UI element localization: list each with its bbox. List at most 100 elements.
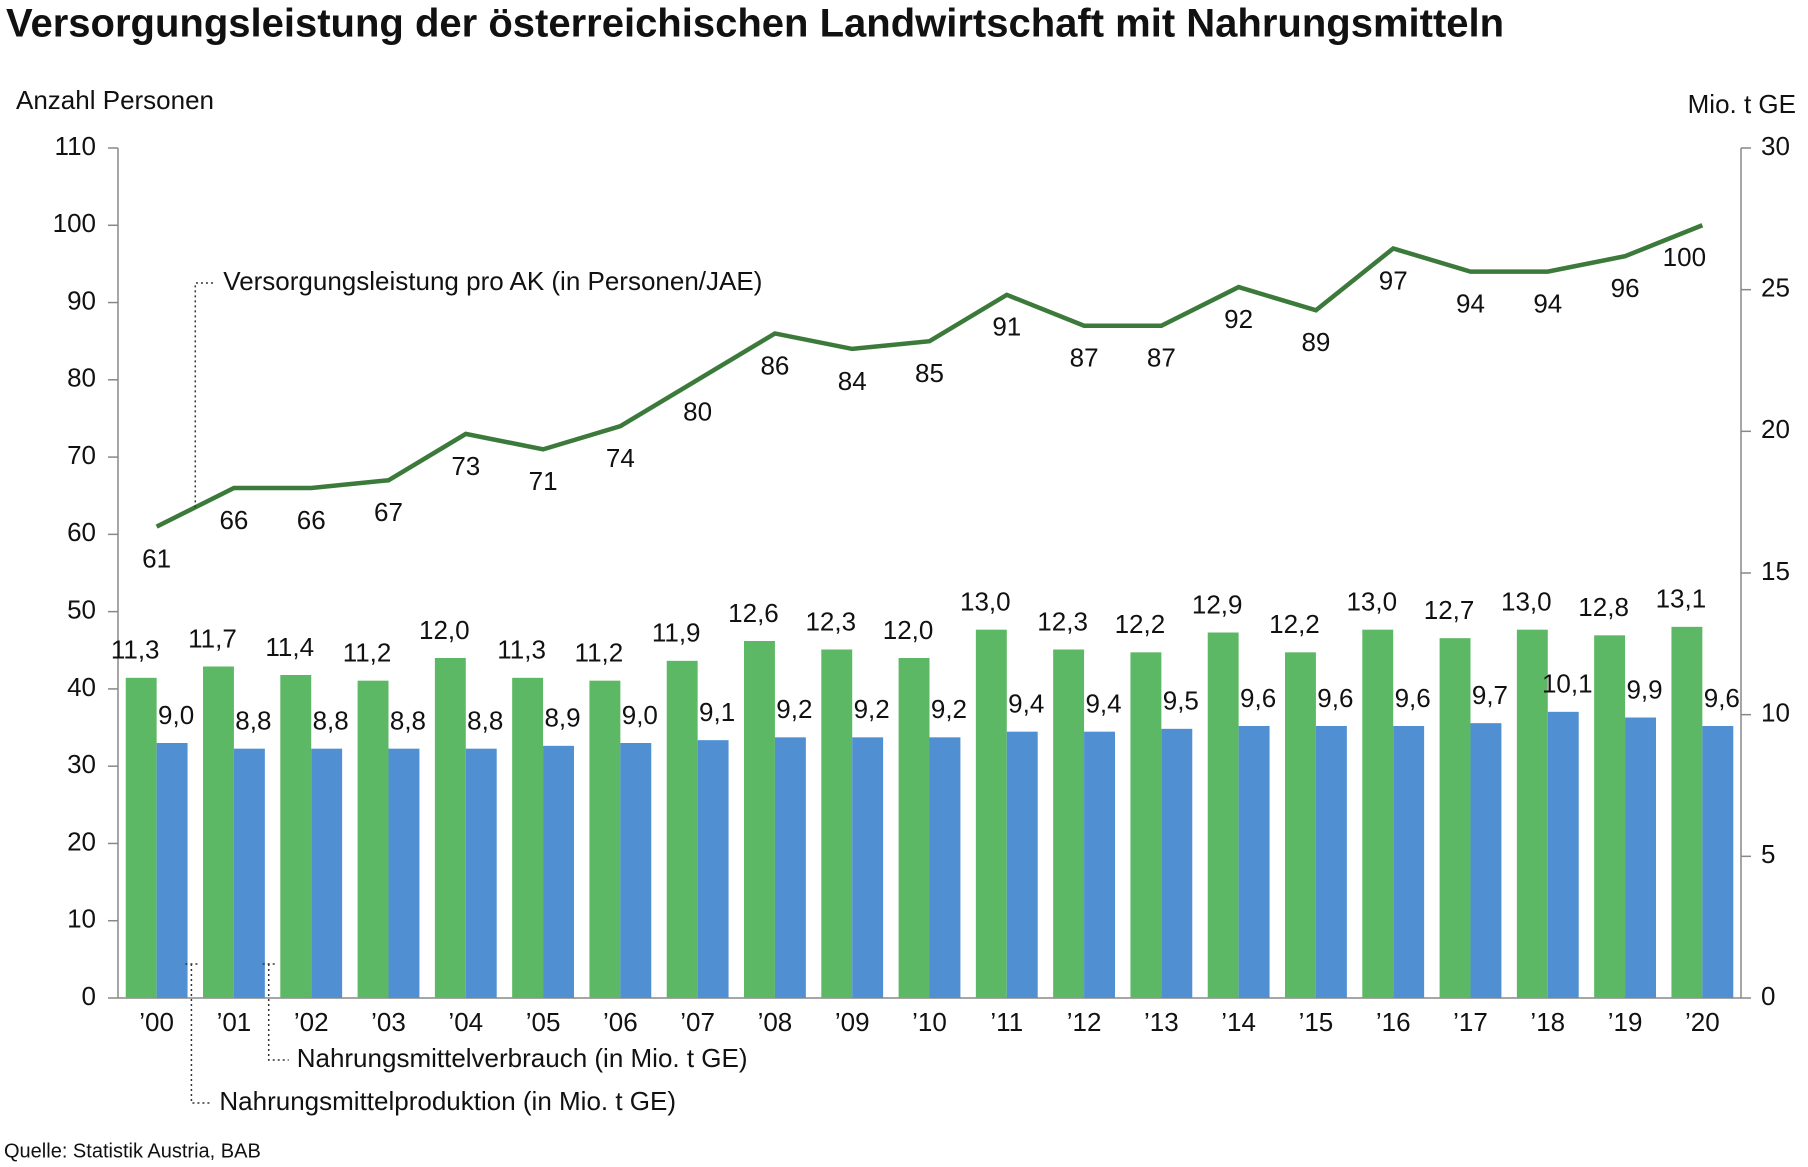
- bar: [203, 666, 234, 998]
- bar-value-label: 12,6: [728, 598, 779, 628]
- line-value-label: 87: [1147, 343, 1176, 373]
- line-value-label: 87: [1070, 343, 1099, 373]
- line-value-label: 67: [374, 497, 403, 527]
- bar-value-label: 11,7: [188, 623, 237, 653]
- bar: [1285, 652, 1316, 998]
- y2-tick-label: 5: [1761, 839, 1775, 869]
- y-axis-label: Anzahl Personen: [16, 85, 214, 115]
- y-tick-label: 100: [53, 208, 96, 238]
- bar: [1130, 652, 1162, 998]
- y2-tick-label: 0: [1761, 981, 1775, 1011]
- line-value-label: 91: [992, 312, 1021, 342]
- y-tick-label: 10: [67, 904, 96, 934]
- x-tick-label: ’03: [371, 1007, 406, 1037]
- bar: [1516, 629, 1548, 998]
- x-tick-label: ’00: [139, 1007, 174, 1037]
- line-value-label: 100: [1663, 242, 1706, 272]
- bar: [1161, 728, 1193, 998]
- bar: [388, 748, 420, 998]
- bar-value-label: 8,9: [544, 703, 580, 733]
- line-value-label: 96: [1611, 273, 1640, 303]
- line: [155, 223, 1704, 529]
- bar-value-label: 11,3: [111, 635, 160, 665]
- bar-value-label: 11,2: [343, 638, 392, 668]
- bar-value-label: 13,0: [960, 587, 1011, 617]
- bar-value-label: 8,8: [313, 706, 349, 736]
- series-annotation: Nahrungsmittelproduktion (in Mio. t GE): [219, 1086, 676, 1116]
- bar-value-label: 8,8: [390, 706, 426, 736]
- line-value-label: 86: [760, 350, 789, 380]
- bar: [1594, 635, 1626, 998]
- annotation-leader: [262, 963, 289, 1061]
- bar: [975, 629, 1007, 998]
- bar: [1547, 711, 1579, 998]
- x-tick-label: ’10: [912, 1007, 947, 1037]
- bar-value-label: 11,9: [652, 618, 701, 648]
- bar: [1238, 726, 1270, 998]
- bar-value-label: 12,3: [1037, 606, 1088, 636]
- bar: [280, 675, 312, 998]
- line-value-label: 84: [838, 366, 867, 396]
- bar-value-label: 12,0: [419, 615, 470, 645]
- bar: [1625, 717, 1656, 998]
- bar: [929, 737, 961, 998]
- line-value-label: 74: [606, 443, 635, 473]
- bar-value-label: 9,6: [1704, 683, 1740, 713]
- bar: [666, 660, 698, 998]
- line-value-label: 92: [1224, 304, 1253, 334]
- annotation-leader: [185, 963, 212, 1104]
- bar: [852, 737, 884, 998]
- y-tick-label: 110: [55, 131, 96, 161]
- bar-value-label: 9,9: [1626, 674, 1662, 704]
- bar-value-label: 9,0: [622, 700, 658, 730]
- x-tick-label: ’14: [1221, 1007, 1256, 1037]
- x-tick-label: ’15: [1299, 1007, 1334, 1037]
- x-tick-label: ’16: [1376, 1007, 1411, 1037]
- bar: [1084, 731, 1115, 998]
- bar: [1006, 731, 1038, 998]
- line-value-label: 89: [1301, 327, 1330, 357]
- x-tick-label: ’13: [1144, 1007, 1179, 1037]
- bar-value-label: 12,7: [1424, 595, 1475, 625]
- chart-title: Versorgungsleistung der österreichischen…: [6, 2, 1504, 46]
- bar: [1362, 629, 1394, 998]
- bar: [620, 743, 652, 998]
- bar: [1207, 632, 1239, 998]
- bar: [125, 677, 157, 998]
- x-tick-label: ’18: [1530, 1007, 1565, 1037]
- bar: [821, 649, 853, 998]
- bar-value-label: 12,0: [883, 615, 934, 645]
- annotation-leader: [194, 282, 216, 508]
- bar: [697, 740, 729, 998]
- bar-value-label: 10,1: [1542, 669, 1593, 699]
- bar-value-label: 9,4: [1008, 689, 1044, 719]
- line-value-label: 66: [219, 505, 248, 535]
- y2-tick-label: 30: [1761, 131, 1790, 161]
- bar-value-label: 9,0: [158, 700, 194, 730]
- y-tick-label: 30: [67, 749, 96, 779]
- x-tick-label: ’09: [835, 1007, 870, 1037]
- x-tick-label: ’04: [448, 1007, 483, 1037]
- x-tick-label: ’20: [1685, 1007, 1720, 1037]
- y-tick-label: 20: [67, 826, 96, 856]
- y2-tick-label: 20: [1761, 414, 1790, 444]
- x-tick-label: ’08: [758, 1007, 793, 1037]
- bar-value-label: 9,6: [1395, 683, 1431, 713]
- bar-value-label: 9,2: [776, 694, 812, 724]
- y-tick-label: 0: [82, 981, 96, 1011]
- bar-value-label: 9,1: [699, 697, 735, 727]
- series-annotation: Nahrungsmittelverbrauch (in Mio. t GE): [297, 1043, 748, 1073]
- bar-value-label: 12,2: [1269, 609, 1320, 639]
- bar: [357, 680, 389, 998]
- y-tick-label: 40: [67, 672, 96, 702]
- line-value-label: 97: [1379, 265, 1408, 295]
- bar: [233, 748, 265, 998]
- x-tick-label: ’12: [1067, 1007, 1102, 1037]
- bar-value-label: 12,2: [1115, 609, 1166, 639]
- source: Quelle: Statistik Austria, BAB: [4, 1140, 261, 1162]
- series-annotation: Versorgungsleistung pro AK (in Personen/…: [223, 266, 762, 296]
- bar: [311, 748, 343, 998]
- bar-value-label: 12,9: [1192, 589, 1243, 619]
- bar-value-label: 9,6: [1317, 683, 1353, 713]
